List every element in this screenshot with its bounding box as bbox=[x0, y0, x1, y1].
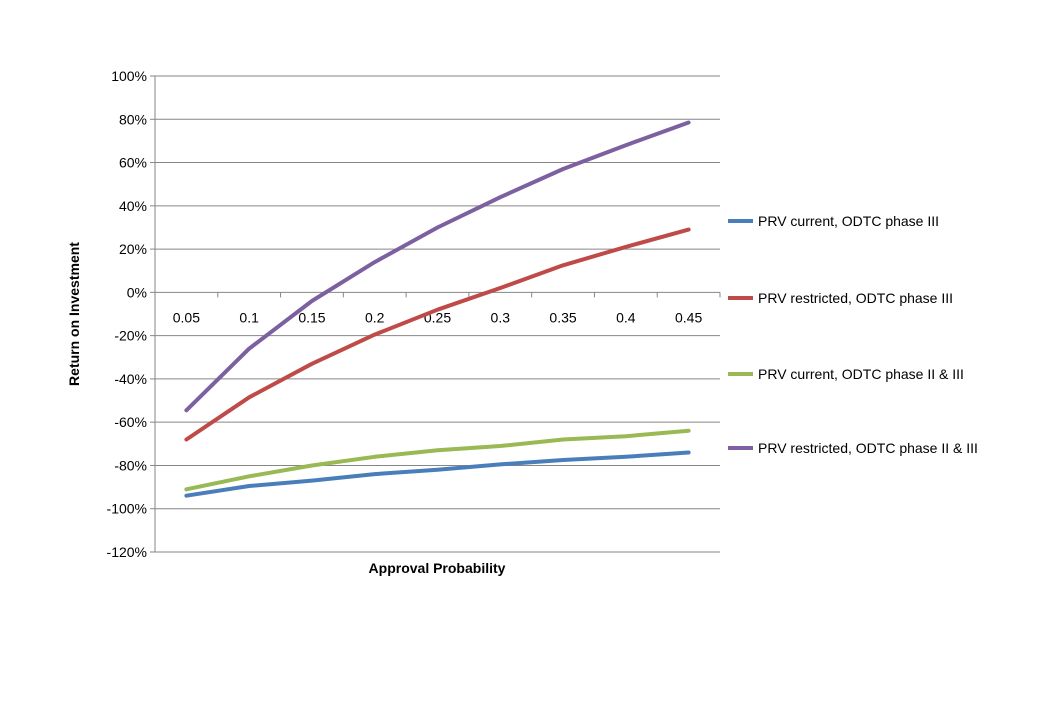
legend-label: PRV restricted, ODTC phase II & III bbox=[758, 440, 978, 456]
x-tick-label: 0.4 bbox=[616, 309, 636, 325]
y-axis-title: Return on Investment bbox=[66, 242, 82, 386]
y-tick-label: 40% bbox=[119, 198, 147, 214]
legend-label: PRV current, ODTC phase II & III bbox=[758, 366, 964, 382]
x-tick-label: 0.45 bbox=[675, 309, 702, 325]
legend: PRV current, ODTC phase III PRV restricte… bbox=[728, 213, 978, 456]
x-tick-label: 0.15 bbox=[298, 309, 325, 325]
y-tick-label: 100% bbox=[111, 68, 147, 84]
x-tick-label: 0.3 bbox=[491, 309, 511, 325]
y-tick-label: -80% bbox=[114, 457, 147, 473]
y-tick-label: -20% bbox=[114, 328, 147, 344]
series-line-2 bbox=[186, 230, 688, 440]
legend-item: PRV restricted, ODTC phase III bbox=[728, 290, 953, 306]
legend-item: PRV current, ODTC phase III bbox=[728, 213, 939, 229]
legend-label: PRV restricted, ODTC phase III bbox=[758, 290, 953, 306]
y-tick-label: 20% bbox=[119, 241, 147, 257]
y-tick-label: 60% bbox=[119, 155, 147, 171]
y-axis-tick-labels: 100% 80% 60% 40% 20% 0% -20% -40% -60% -80% -100% -… bbox=[107, 68, 147, 560]
x-tick-label: 0.2 bbox=[365, 309, 385, 325]
y-tick-label: -120% bbox=[107, 544, 147, 560]
legend-label: PRV current, ODTC phase III bbox=[758, 213, 939, 229]
series-lines bbox=[186, 123, 688, 496]
y-tick-label: -60% bbox=[114, 414, 147, 430]
x-axis-title: Approval Probability bbox=[369, 560, 506, 576]
y-tick-label: 0% bbox=[127, 284, 147, 300]
y-tick-label: -100% bbox=[107, 501, 147, 517]
legend-item: PRV restricted, ODTC phase II & III bbox=[728, 440, 978, 456]
y-tick-label: -40% bbox=[114, 371, 147, 387]
y-tick-label: 80% bbox=[119, 111, 147, 127]
series-line-3 bbox=[186, 431, 688, 490]
legend-item: PRV current, ODTC phase II & III bbox=[728, 366, 964, 382]
series-line-4 bbox=[186, 123, 688, 411]
x-tick-label: 0.35 bbox=[549, 309, 576, 325]
x-tick-label: 0.05 bbox=[173, 309, 200, 325]
x-tick-label: 0.1 bbox=[239, 309, 259, 325]
